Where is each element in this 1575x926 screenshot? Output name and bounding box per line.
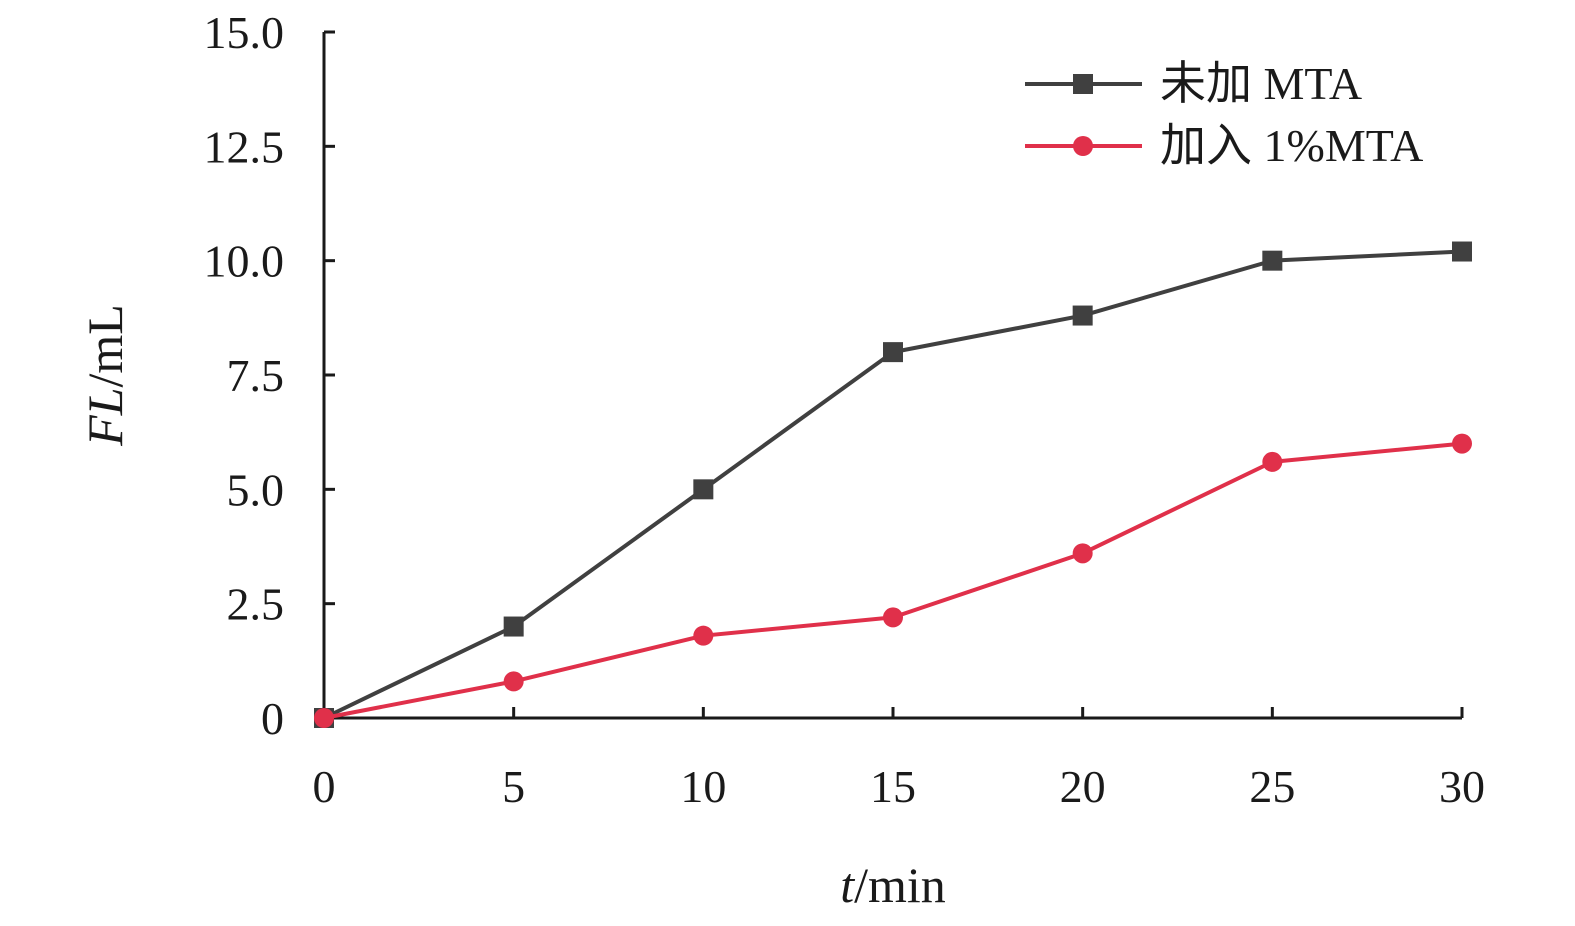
data-point-square <box>503 616 524 637</box>
data-point-circle <box>883 607 903 628</box>
legend-circle-marker-icon <box>1073 136 1093 156</box>
series-line-0 <box>323 249 1463 720</box>
y-axis-label-unit: /mL <box>77 304 133 387</box>
data-point-circle <box>503 671 524 692</box>
data-point-circle <box>314 708 334 728</box>
y-axis-label-var: FL <box>77 387 133 446</box>
x-axis-label: t/min <box>840 857 946 913</box>
x-tick-label: 0 <box>313 761 336 812</box>
x-axis-ticks: 0 5 10 15 20 25 30 <box>313 707 1485 812</box>
data-point-circle <box>1072 543 1093 564</box>
legend-label-0: 未加 MTA <box>1160 58 1362 109</box>
data-point-square <box>883 342 903 363</box>
x-tick-label: 15 <box>870 761 916 812</box>
data-point-square <box>1452 241 1472 262</box>
series-layer <box>314 241 1472 728</box>
x-tick-label: 20 <box>1060 761 1106 812</box>
data-point-square <box>1262 250 1283 271</box>
y-tick-label: 7.5 <box>227 350 285 401</box>
x-tick-label: 10 <box>680 761 726 812</box>
data-point-circle <box>1452 433 1472 454</box>
y-axis-ticks: 0 2.5 5.0 7.5 10.0 12.5 15.0 <box>204 7 335 744</box>
y-tick-label: 0 <box>261 693 284 744</box>
series-line-1 <box>323 441 1463 720</box>
y-axis-label: FL/mL <box>77 304 133 447</box>
y-tick-label: 5.0 <box>227 464 285 515</box>
x-axis-label-unit: /min <box>854 857 946 913</box>
legend-label-1: 加入 1%MTA <box>1160 120 1423 171</box>
x-tick-label: 25 <box>1249 761 1295 812</box>
data-point-circle <box>693 625 714 646</box>
legend-item-0: 未加 MTA <box>1025 58 1362 109</box>
y-tick-label: 15.0 <box>204 7 285 58</box>
y-tick-label: 10.0 <box>204 236 285 287</box>
data-point-square <box>1072 305 1093 326</box>
data-point-circle <box>1262 451 1283 472</box>
x-tick-label: 30 <box>1439 761 1485 812</box>
y-tick-label: 2.5 <box>227 579 285 630</box>
y-tick-label: 12.5 <box>204 121 285 172</box>
x-tick-label: 5 <box>502 761 525 812</box>
legend-square-marker-icon <box>1073 74 1093 94</box>
legend: 未加 MTA 加入 1%MTA <box>1025 58 1423 171</box>
data-point-square <box>693 479 714 500</box>
x-axis-label-var: t <box>840 857 855 913</box>
legend-item-1: 加入 1%MTA <box>1025 120 1423 171</box>
